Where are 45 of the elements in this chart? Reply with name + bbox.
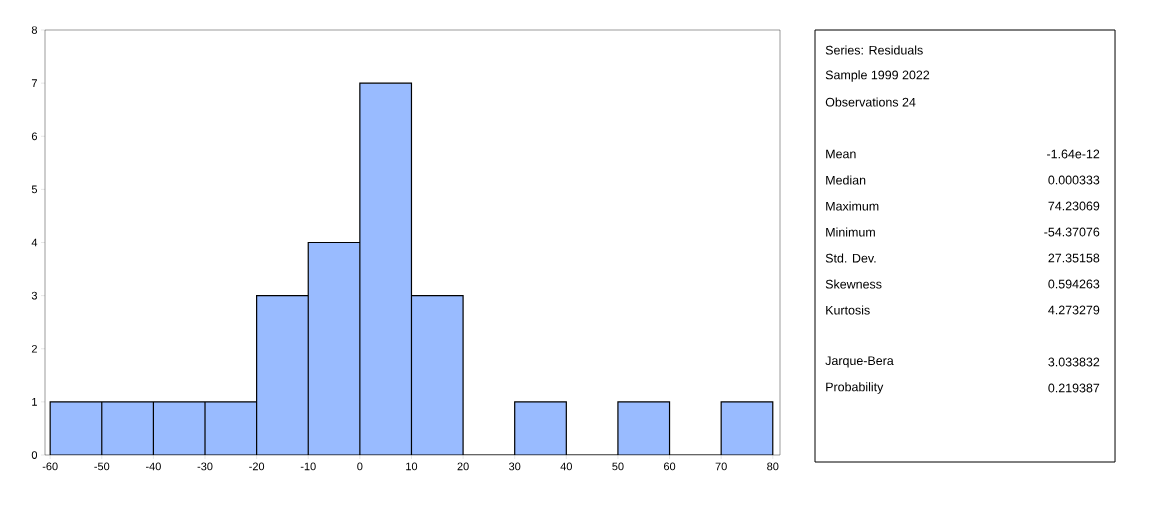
x-tick-label: -10 [300,462,316,471]
text: Series: Residuals [825,45,923,55]
x-tick-label: -40 [145,462,161,471]
text: Skewness [825,279,882,289]
x-tick-label: 80 [767,462,779,471]
y-tick-label: 1 [32,398,37,406]
text: Maximum [826,201,879,211]
text: 27.35158 [1048,253,1100,263]
text: 74.23069 [1048,201,1100,211]
text: 0.219387 [1048,383,1100,393]
y-tick-label: 5 [31,185,38,194]
y-tick-label: 8 [31,26,37,34]
text: Sample 1999 2022 [825,70,930,82]
text: Probability [826,382,884,394]
x-tick-label: -60 [42,462,58,471]
text: 0.594263 [1048,279,1100,289]
y-tick-label: 4 [31,238,38,247]
x-tick-label: 10 [406,462,418,471]
y-tick-label: 6 [31,132,37,141]
text: Observations 24 [825,97,916,107]
y-tick-label: 7 [31,79,37,87]
x-tick-label: 0 [357,462,363,471]
text: 3.033832 [1048,357,1100,367]
text: Mean [826,149,856,159]
text: -54.37076 [1044,227,1100,237]
text: Minimum [826,227,875,237]
text: Std. Dev. [825,253,876,263]
text: Kurtosis [826,305,870,315]
x-tick-label: 60 [664,462,676,471]
text: Jarque-Bera [825,356,894,368]
x-tick-label: 50 [612,462,624,471]
x-tick-label: -20 [249,462,265,471]
text: Median [826,175,866,185]
y-tick-label: 2 [31,344,37,353]
x-tick-label: 30 [509,462,521,471]
text: 4.273279 [1048,305,1100,315]
text: 0.000333 [1048,175,1100,185]
x-tick-label: -30 [197,462,213,471]
x-tick-label: 40 [560,462,572,471]
text: -1.64e-12 [1047,149,1100,159]
y-tick-label: 3 [31,291,37,300]
x-tick-label: 20 [457,462,469,471]
x-tick-label: 70 [715,462,727,471]
x-tick-label: -50 [94,462,110,471]
y-tick-label: 0 [31,451,38,459]
